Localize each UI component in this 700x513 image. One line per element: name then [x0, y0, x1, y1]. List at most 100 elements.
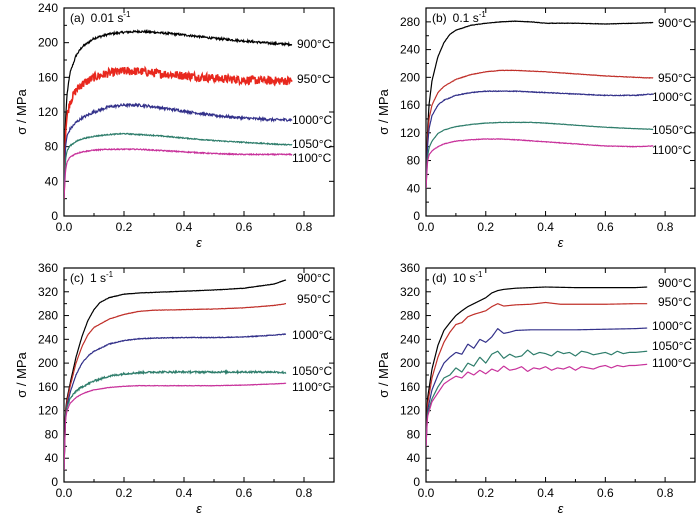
x-tick-label: 0.2	[477, 486, 494, 500]
y-tick-label: 0	[51, 475, 58, 489]
strain-rate-exponent: -1	[106, 270, 114, 279]
y-tick-label: 360	[400, 261, 420, 275]
y-tick-label: 120	[400, 404, 420, 418]
x-tick-label: 0.2	[116, 220, 133, 234]
y-axis-title: σ / MPa	[376, 88, 391, 134]
series-label: 950°C	[658, 295, 692, 309]
x-tick-label: 0.0	[56, 220, 73, 234]
x-tick-label: 0.6	[597, 220, 614, 234]
plot-frame	[425, 267, 696, 483]
y-tick-label: 240	[38, 1, 58, 15]
series-label: 1000°C	[652, 319, 692, 333]
series-label: 950°C	[658, 71, 692, 85]
x-tick-label: 0.4	[176, 220, 193, 234]
y-tick-label: 360	[38, 261, 58, 275]
x-tick-label: 0.6	[236, 486, 253, 500]
series-label: 900°C	[297, 37, 331, 51]
x-tick-label: 0.8	[296, 486, 313, 500]
series-line-900c	[426, 20, 654, 189]
y-tick-label: 40	[407, 451, 421, 465]
panel-tag: (b) 0.1 s-1	[432, 10, 486, 25]
series-label: 1050°C	[292, 137, 332, 151]
series-label: 900°C	[297, 271, 331, 285]
y-tick-label: 80	[45, 427, 59, 441]
x-tick-label: 0.0	[56, 486, 73, 500]
panel-letter: (d)	[432, 271, 447, 285]
series-label: 1100°C	[652, 356, 692, 370]
x-tick-label: 0.6	[597, 486, 614, 500]
series-label: 1100°C	[652, 143, 692, 157]
y-tick-label: 160	[38, 380, 58, 394]
series-line-1050c	[426, 121, 654, 189]
x-axis-title: ε	[558, 501, 564, 513]
x-tick-label: 0.4	[176, 486, 193, 500]
chart-panel-1: 0.0 0.2 0.4 0.6 0.8 0 40 80 120 160 200 240 ε σ / MPa…	[14, 1, 335, 250]
series-line-1100c	[426, 363, 648, 447]
panel-tag: (d) 10 s-1	[432, 270, 483, 285]
series-line-1050c	[426, 349, 648, 447]
panel-letter: (a)	[70, 11, 85, 25]
strain-rate: 10 s	[453, 271, 476, 285]
series-label: 1050°C	[652, 339, 692, 353]
x-axis-title: ε	[196, 501, 202, 513]
x-axis-title: ε	[196, 235, 202, 250]
y-tick-label: 120	[38, 404, 58, 418]
chart-panel-4: 0.0 0.2 0.4 0.6 0.8 0 40 80 120 160 200 240 280 320 36…	[376, 261, 696, 513]
series-label: 1100°C	[292, 380, 332, 394]
panel-tag: (c) 1 s-1	[70, 270, 114, 285]
series-line-950c	[426, 69, 654, 189]
y-tick-label: 160	[38, 70, 58, 84]
x-tick-label: 0.0	[418, 220, 435, 234]
y-tick-label: 120	[38, 105, 58, 119]
y-tick-label: 160	[400, 98, 420, 112]
strain-rate: 0.1 s	[453, 11, 479, 25]
series-line-900c	[426, 286, 648, 447]
y-tick-label: 200	[38, 36, 58, 50]
x-tick-label: 0.4	[537, 220, 554, 234]
series-line-1100c	[64, 382, 287, 471]
panel-letter: (b)	[432, 11, 447, 25]
series-line-1000c	[64, 333, 287, 471]
series-line-900c	[64, 28, 293, 199]
y-tick-label: 200	[38, 356, 58, 370]
x-axis-title: ε	[558, 235, 564, 250]
panel-tag: (a) 0.01 s-1	[70, 10, 131, 25]
x-tick-label: 0.4	[537, 486, 554, 500]
x-tick-label: 0.2	[116, 486, 133, 500]
y-tick-label: 280	[400, 15, 420, 29]
y-axis-title: σ / MPa	[14, 351, 29, 397]
y-axis-title: σ / MPa	[14, 88, 29, 134]
y-tick-label: 40	[45, 451, 59, 465]
series-label: 1050°C	[292, 364, 332, 378]
y-tick-label: 80	[407, 154, 421, 168]
y-tick-label: 80	[407, 427, 421, 441]
strain-rate: 1 s	[90, 271, 106, 285]
series-line-1100c	[426, 138, 654, 189]
series-label: 950°C	[297, 292, 331, 306]
panel-letter: (c)	[70, 271, 84, 285]
series-label: 1000°C	[292, 113, 332, 127]
y-tick-label: 40	[45, 174, 59, 188]
plot-frame	[425, 7, 696, 217]
series-label: 900°C	[658, 16, 692, 30]
plot-frame	[63, 7, 335, 217]
strain-rate-exponent: -1	[475, 270, 483, 279]
series-line-900c	[64, 279, 287, 471]
x-tick-label: 0.0	[418, 486, 435, 500]
strain-rate-exponent: -1	[479, 10, 487, 19]
x-tick-label: 0.2	[477, 220, 494, 234]
y-tick-label: 200	[400, 356, 420, 370]
y-tick-label: 80	[45, 140, 59, 154]
series-line-1000c	[426, 327, 648, 447]
series-label: 1050°C	[652, 123, 692, 137]
strain-rate: 0.01 s	[91, 11, 124, 25]
y-tick-label: 0	[413, 475, 420, 489]
y-tick-label: 280	[38, 309, 58, 323]
y-axis-title: σ / MPa	[376, 351, 391, 397]
y-tick-label: 200	[400, 70, 420, 84]
series-label: 1000°C	[652, 90, 692, 104]
y-tick-label: 320	[38, 285, 58, 299]
y-tick-label: 160	[400, 380, 420, 394]
series-label: 950°C	[297, 72, 331, 86]
